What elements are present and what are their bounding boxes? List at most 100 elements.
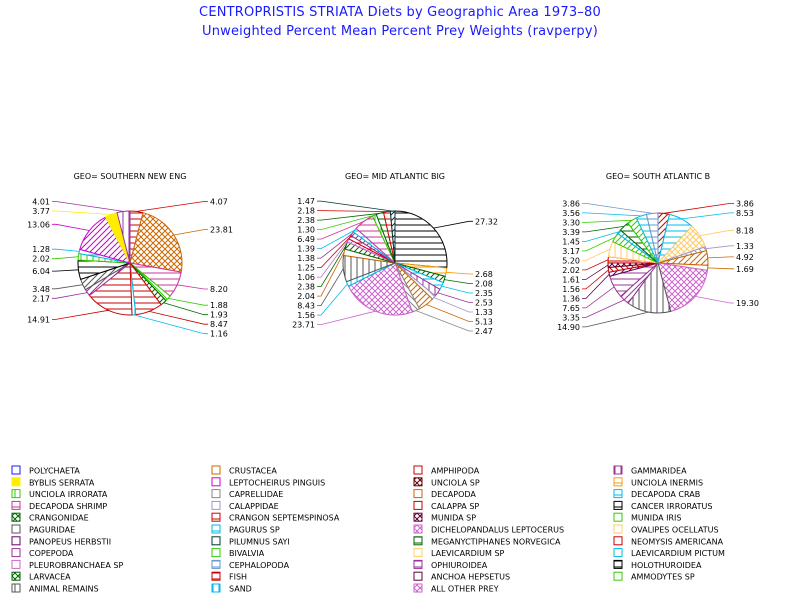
legend-label: LAEVICARDIUM PICTUM [631, 549, 725, 558]
pie-chart-3: GEO= SOUTH ATLANTIC B3.868.538.181.334.9… [557, 172, 759, 332]
slice-value-label: 2.08 [475, 280, 493, 289]
legend-label: CALAPPIDAE [229, 502, 279, 511]
legend-swatch [413, 559, 423, 569]
leader-line [415, 310, 473, 332]
leader-line [173, 229, 208, 236]
legend-label: DECAPODA CRAB [631, 490, 700, 499]
leader-line [317, 240, 349, 278]
slice-value-label: 19.30 [736, 299, 759, 308]
legend-item-panopeus-herbstii: PANOPEUS HERBSTII [11, 536, 111, 546]
leader-line [317, 221, 364, 240]
slice-value-label: 14.90 [557, 323, 580, 332]
legend-item-dichelopandalus-leptocerus: DICHELOPANDALUS LEPTOCERUS [413, 524, 564, 535]
legend-item-copepoda: COPEPODA [11, 548, 74, 558]
leader-line [317, 229, 355, 250]
leader-line [149, 311, 208, 325]
legend-label: UNCIOLA SP [431, 478, 480, 487]
legend-item-munida-sp: MUNIDA SP [413, 512, 476, 523]
legend-swatch [211, 559, 221, 569]
leader-line [707, 267, 734, 270]
leader-line [317, 200, 393, 212]
slice-value-label: 5.20 [562, 256, 580, 265]
legend-label: PLEUROBRANCHAEA SP [29, 561, 123, 570]
legend-label: ANCHOA HEPSETUS [431, 573, 510, 582]
leader-line [582, 231, 620, 242]
leader-line [699, 229, 734, 237]
legend-item-byblis-serrata: BYBLIS SERRATA [11, 477, 95, 487]
slice-value-label: 3.30 [562, 218, 580, 227]
leader-line [52, 309, 109, 320]
legend-swatch [11, 465, 21, 475]
legend-item-all-other-prey: ALL OTHER PREY [413, 583, 499, 594]
legend-swatch [613, 500, 623, 510]
leader-line [582, 286, 615, 309]
legend-label: CANCER IRRORATUS [631, 502, 712, 511]
slice-value-label: 6.49 [297, 235, 315, 244]
slice-value-label: 2.02 [32, 255, 50, 264]
slice-value-label: 2.18 [297, 207, 315, 216]
legend-item-amphipoda: AMPHIPODA [413, 465, 480, 476]
leader-line [52, 223, 90, 231]
leader-line [52, 256, 79, 260]
slice-value-label: 3.86 [736, 199, 754, 208]
slice-value-label: 14.91 [27, 315, 50, 324]
legend-item-leptocheirus-pinguis: LEPTOCHEIRUS PINGUIS [211, 477, 325, 487]
legend-item-unciola-inermis: UNCIOLA INERMIS [613, 477, 703, 487]
leader-line [433, 297, 473, 313]
slice-value-label: 1.56 [297, 311, 315, 320]
legend-item-munida-iris: MUNIDA IRIS [613, 512, 682, 523]
legend-item-paguridae: PAGURIDAE [11, 524, 75, 535]
slice-value-label: 1.33 [736, 242, 754, 251]
slice-value-label: 8.53 [736, 209, 754, 218]
slice-value-label: 3.17 [562, 247, 580, 256]
slice-value-label: 1.45 [562, 237, 580, 246]
legend-swatch [211, 583, 221, 593]
legend-label: UNCIOLA IRRORATA [29, 490, 108, 499]
legend-swatch [413, 477, 423, 487]
leader-line [317, 233, 353, 259]
pie-title: GEO= MID ATLANTIC BIG [345, 172, 445, 181]
leader-line [582, 311, 649, 328]
pie-slice-crustacea [129, 212, 183, 273]
leader-line [582, 248, 611, 261]
legend-item-laevicardium-pictum: LAEVICARDIUM PICTUM [613, 548, 725, 558]
slice-value-label: 1.28 [32, 245, 50, 254]
legend-swatch [413, 500, 423, 510]
legend-label: CRANGONIDAE [29, 514, 89, 523]
slice-value-label: 2.68 [475, 270, 493, 279]
legend-item-caprellidae: CAPRELLIDAE [211, 489, 283, 499]
pie-title: GEO= SOUTH ATLANTIC B [606, 172, 710, 181]
legend-label: NEOMYSIS AMERICANA [631, 537, 724, 546]
slice-value-label: 8.18 [736, 226, 754, 235]
legend-label: OPHIUROIDEA [431, 561, 488, 570]
slice-value-label: 1.25 [297, 264, 315, 273]
leader-line [582, 269, 609, 290]
legend-swatch [613, 559, 623, 569]
legend-swatch [11, 512, 21, 522]
slice-value-label: 1.33 [475, 308, 493, 317]
leader-line [317, 310, 376, 326]
leader-line [582, 219, 633, 223]
legend-item-fish: FISH [211, 571, 247, 582]
legend-swatch [211, 489, 221, 499]
slice-value-label: 1.93 [210, 311, 228, 320]
slice-value-label: 2.47 [475, 327, 493, 336]
legend-item-unciola-sp: UNCIOLA SP [413, 477, 480, 487]
legend-swatch [613, 536, 623, 546]
legend-item-cephalopoda: CEPHALOPODA [211, 559, 290, 570]
legend-swatch [11, 489, 21, 499]
legend-label: MEGANYCTIPHANES NORVEGICA [431, 537, 561, 546]
legend-item-crustacea: CRUSTACEA [211, 465, 277, 476]
legend-item-crangon-septemspinosa: CRANGON SEPTEMSPINOSA [211, 512, 340, 523]
legend-label: HOLOTHUROIDEA [631, 561, 702, 570]
slice-value-label: 4.07 [210, 198, 228, 207]
legend-label: BYBLIS SERRATA [29, 478, 95, 487]
leader-line [582, 273, 610, 299]
legend-swatch [211, 548, 221, 558]
legend-item-pilumnus-sayi: PILUMNUS SAYI [211, 536, 290, 546]
leader-line [437, 292, 473, 303]
legend-swatch [211, 536, 221, 546]
legend-label: ANIMAL REMAINS [29, 585, 99, 594]
leader-line [317, 214, 375, 231]
